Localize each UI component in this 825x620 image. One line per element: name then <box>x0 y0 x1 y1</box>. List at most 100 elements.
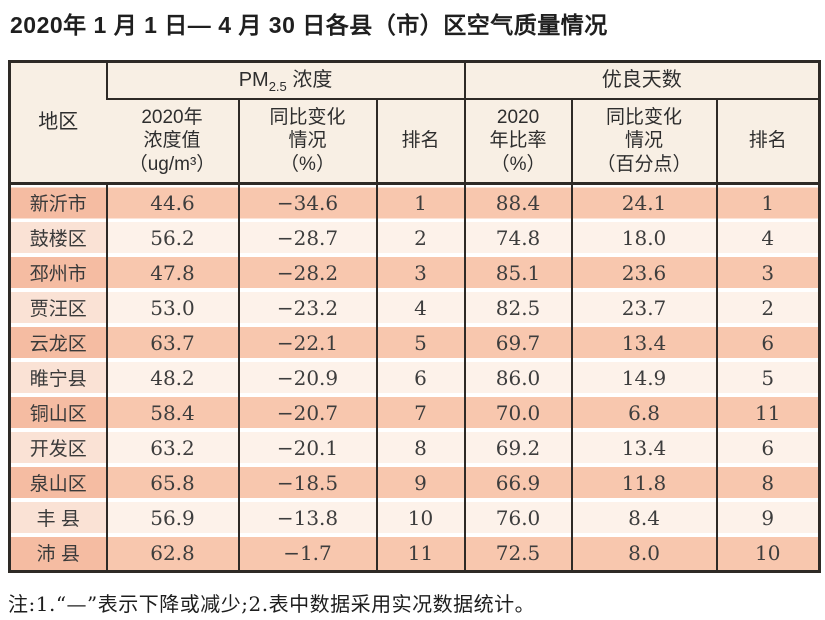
header-pm-group: PM2.5 浓度 <box>105 61 465 100</box>
header-gooddays-group: 优良天数 <box>463 61 820 100</box>
pm-prefix: PM <box>238 69 269 92</box>
pm-rank-cell: 8 <box>375 430 465 465</box>
pm-value-cell: 56.2 <box>105 220 239 255</box>
good-ratio-cell: 88.4 <box>463 183 572 220</box>
pm-value-cell: 47.8 <box>105 255 239 290</box>
good-ratio-cell: 74.8 <box>463 220 572 255</box>
good-change-cell: 8.0 <box>570 535 717 572</box>
air-quality-table: 地区 PM2.5 浓度 优良天数 2020年 浓度值 （ug/m³） 同比变化 … <box>8 60 822 573</box>
header-pm-rank: 排名 <box>375 99 465 185</box>
table-row: 沛 县 62.8 −1.7 11 72.5 8.0 10 <box>9 535 820 572</box>
region-cell: 铜山区 <box>9 395 107 430</box>
table-row: 铜山区 58.4 −20.7 7 70.0 6.8 11 <box>9 395 820 430</box>
good-change-cell: 13.4 <box>570 325 717 360</box>
pm-value-cell: 63.2 <box>105 430 239 465</box>
table-row: 睢宁县 48.2 −20.9 6 86.0 14.9 5 <box>9 360 820 395</box>
good-ratio-cell: 69.2 <box>463 430 572 465</box>
pm-change-cell: −28.7 <box>237 220 377 255</box>
region-cell: 丰 县 <box>9 500 107 535</box>
good-change-cell: 13.4 <box>570 430 717 465</box>
good-rank-cell: 8 <box>715 465 820 500</box>
pm-rank-cell: 10 <box>375 500 465 535</box>
header-good-change: 同比变化 情况 （百分点） <box>570 99 717 185</box>
pm-value-cell: 58.4 <box>105 395 239 430</box>
pm-change-cell: −20.7 <box>237 395 377 430</box>
header-good-ratio: 2020 年比率 （%） <box>463 99 572 185</box>
header-good-rank: 排名 <box>715 99 820 185</box>
pm-value-cell: 63.7 <box>105 325 239 360</box>
pm-rank-cell: 4 <box>375 290 465 325</box>
pm-change-cell: −23.2 <box>237 290 377 325</box>
table-row: 鼓楼区 56.2 −28.7 2 74.8 18.0 4 <box>9 220 820 255</box>
region-cell: 开发区 <box>9 430 107 465</box>
region-cell: 沛 县 <box>9 535 107 572</box>
table-row: 开发区 63.2 −20.1 8 69.2 13.4 6 <box>9 430 820 465</box>
good-rank-cell: 5 <box>715 360 820 395</box>
pm-change-cell: −18.5 <box>237 465 377 500</box>
pm-change-cell: −1.7 <box>237 535 377 572</box>
table-row: 泉山区 65.8 −18.5 9 66.9 11.8 8 <box>9 465 820 500</box>
table-row: 邳州市 47.8 −28.2 3 85.1 23.6 3 <box>9 255 820 290</box>
pm-change-cell: −34.6 <box>237 183 377 220</box>
pm-change-cell: −20.1 <box>237 430 377 465</box>
region-cell: 云龙区 <box>9 325 107 360</box>
pm-value-cell: 56.9 <box>105 500 239 535</box>
good-rank-cell: 9 <box>715 500 820 535</box>
pm-suffix: 浓度 <box>286 69 333 92</box>
good-rank-cell: 4 <box>715 220 820 255</box>
good-ratio-cell: 72.5 <box>463 535 572 572</box>
good-rank-cell: 10 <box>715 535 820 572</box>
header-pm-change: 同比变化 情况 （%） <box>237 99 377 185</box>
pm-change-cell: −28.2 <box>237 255 377 290</box>
pm-value-cell: 53.0 <box>105 290 239 325</box>
table-header: 地区 PM2.5 浓度 优良天数 2020年 浓度值 （ug/m³） 同比变化 … <box>9 61 820 185</box>
pm-value-cell: 62.8 <box>105 535 239 572</box>
table-row: 新沂市 44.6 −34.6 1 88.4 24.1 1 <box>9 183 820 220</box>
good-rank-cell: 11 <box>715 395 820 430</box>
pm-rank-cell: 3 <box>375 255 465 290</box>
good-rank-cell: 6 <box>715 430 820 465</box>
header-pm-value: 2020年 浓度值 （ug/m³） <box>106 99 239 185</box>
region-cell: 邳州市 <box>9 255 107 290</box>
table-row: 云龙区 63.7 −22.1 5 69.7 13.4 6 <box>9 325 820 360</box>
pm-rank-cell: 11 <box>375 535 465 572</box>
pm-rank-cell: 1 <box>375 183 465 220</box>
good-ratio-cell: 70.0 <box>463 395 572 430</box>
pm-rank-cell: 5 <box>375 325 465 360</box>
good-change-cell: 23.6 <box>570 255 717 290</box>
region-cell: 新沂市 <box>9 183 107 220</box>
region-cell: 睢宁县 <box>9 360 107 395</box>
good-rank-cell: 3 <box>715 255 820 290</box>
page-title: 2020年 1 月 1 日— 4 月 30 日各县（市）区空气质量情况 <box>10 12 608 38</box>
good-change-cell: 11.8 <box>570 465 717 500</box>
good-ratio-cell: 69.7 <box>463 325 572 360</box>
good-rank-cell: 6 <box>715 325 820 360</box>
good-ratio-cell: 82.5 <box>463 290 572 325</box>
pm-change-cell: −20.9 <box>237 360 377 395</box>
pm-change-cell: −13.8 <box>237 500 377 535</box>
good-change-cell: 8.4 <box>570 500 717 535</box>
good-change-cell: 23.7 <box>570 290 717 325</box>
good-change-cell: 18.0 <box>570 220 717 255</box>
good-rank-cell: 2 <box>715 290 820 325</box>
good-change-cell: 6.8 <box>570 395 717 430</box>
good-ratio-cell: 85.1 <box>463 255 572 290</box>
table-row: 丰 县 56.9 −13.8 10 76.0 8.4 9 <box>9 500 820 535</box>
good-ratio-cell: 86.0 <box>463 360 572 395</box>
good-change-cell: 24.1 <box>570 183 717 220</box>
pm-subscript: 2.5 <box>268 79 287 95</box>
pm-change-cell: −22.1 <box>237 325 377 360</box>
good-rank-cell: 1 <box>715 183 820 220</box>
pm-rank-cell: 7 <box>375 395 465 430</box>
pm-rank-cell: 2 <box>375 220 465 255</box>
pm-rank-cell: 6 <box>375 360 465 395</box>
pm-value-cell: 65.8 <box>105 465 239 500</box>
pm-rank-cell: 9 <box>375 465 465 500</box>
pm-value-cell: 44.6 <box>105 183 239 220</box>
pm-value-cell: 48.2 <box>105 360 239 395</box>
header-region: 地区 <box>9 61 107 185</box>
footnote: 注:1.“—”表示下降或减少;2.表中数据采用实况数据统计。 <box>8 592 536 616</box>
region-cell: 贾汪区 <box>9 290 107 325</box>
good-ratio-cell: 66.9 <box>463 465 572 500</box>
